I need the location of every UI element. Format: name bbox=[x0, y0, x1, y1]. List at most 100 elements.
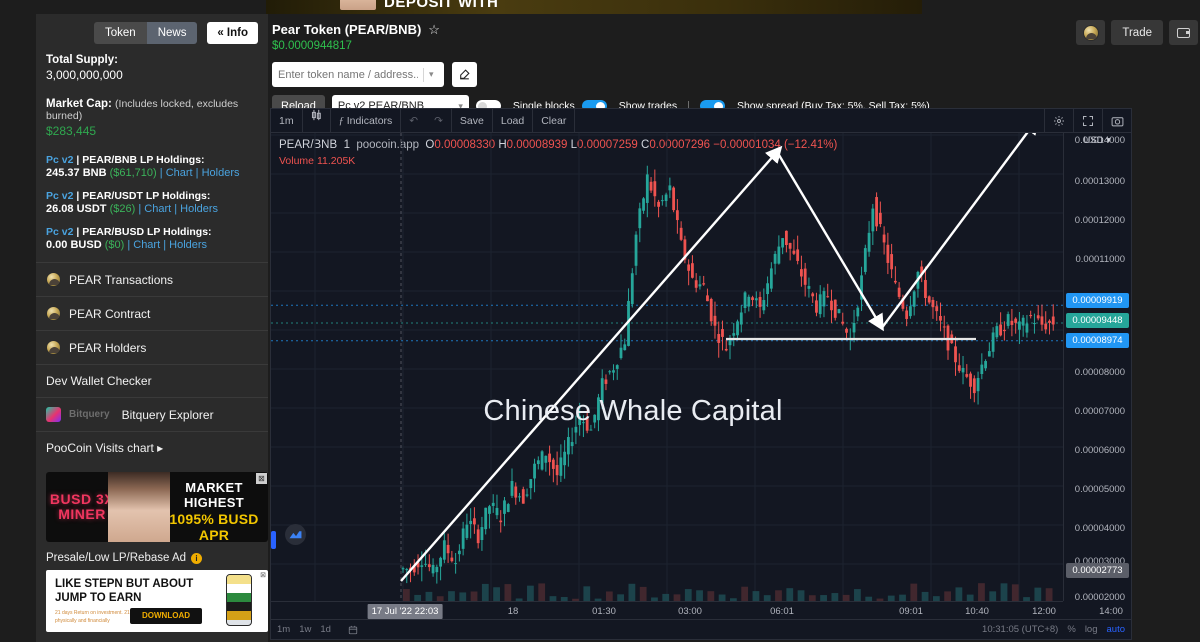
load-button[interactable]: Load bbox=[493, 108, 534, 133]
search-box[interactable]: ▾ bbox=[272, 62, 444, 87]
time-tick: 06:01 bbox=[770, 606, 794, 617]
edit-button[interactable] bbox=[452, 62, 477, 87]
ad-banner-1-wrapper: BUSD 3X MINER MARKET HIGHEST 1095% BUSD … bbox=[36, 464, 268, 542]
trade-button[interactable]: Trade bbox=[1111, 20, 1163, 45]
ohlc-close-label: C bbox=[641, 139, 650, 151]
ad1-close-icon[interactable]: ⊠ bbox=[256, 473, 267, 484]
lp-dex-link[interactable]: Pc v2 bbox=[46, 226, 74, 238]
currency-selector[interactable]: USD ▾ bbox=[1083, 135, 1111, 146]
sidebar-item-poocoin-visits-chart[interactable]: PooCoin Visits chart ▸ bbox=[36, 431, 268, 464]
divider: | bbox=[687, 100, 690, 112]
lp-holders-link[interactable]: Holders bbox=[201, 167, 240, 179]
price-tick: 0.00007000 bbox=[1074, 406, 1125, 417]
chart-toolbar: 1m ƒ Indicators ↶ ↷ Save Load Clear bbox=[271, 108, 1131, 133]
volume-legend: Volume 11.205K bbox=[279, 155, 355, 167]
price-tick: 0.00005000 bbox=[1074, 484, 1125, 495]
sidebar-item-pear-holders[interactable]: PEAR Holders bbox=[36, 330, 268, 364]
ad2-download-button[interactable]: DOWNLOAD bbox=[130, 608, 202, 624]
chevron-down-icon[interactable]: ▾ bbox=[429, 69, 434, 79]
bid-price-badge: 0.00008974 bbox=[1066, 333, 1129, 348]
tradingview-logo-icon[interactable] bbox=[285, 524, 306, 545]
coin-icon bbox=[46, 340, 61, 355]
sidebar-item-label: PooCoin Visits chart ▸ bbox=[46, 441, 164, 455]
search-input[interactable] bbox=[278, 68, 418, 81]
lp-usd: ($61,710) bbox=[109, 167, 157, 179]
banner-text: DEPOSIT WITH bbox=[384, 0, 499, 11]
ad2-phone-image bbox=[226, 574, 252, 626]
percent-scale-button[interactable]: % bbox=[1067, 624, 1076, 635]
lp-usd: ($26) bbox=[109, 203, 136, 215]
favorite-star-icon[interactable]: ☆ bbox=[428, 22, 440, 37]
sidebar-item-pear-contract[interactable]: PEAR Contract bbox=[36, 296, 268, 330]
time-tick: 12:00 bbox=[1032, 606, 1056, 617]
fullscreen-icon[interactable] bbox=[1073, 108, 1102, 133]
ohlc-open-label: O bbox=[425, 139, 435, 151]
total-supply-label: Total Supply: bbox=[46, 54, 118, 66]
lp-title: | PEAR/USDT LP Holdings: bbox=[76, 190, 211, 202]
lp-dex-link[interactable]: Pc v2 bbox=[46, 190, 74, 202]
sidebar-item-dev-wallet-checker[interactable]: Dev Wallet Checker bbox=[36, 364, 268, 397]
price-axis[interactable]: USD ▾ 0.00014000 0.00013000 0.00012000 0… bbox=[1063, 133, 1131, 603]
pair-header: Pear Token (PEAR/BNB) ☆ bbox=[268, 14, 1200, 38]
statusbar-interval-1m[interactable]: 1m bbox=[277, 624, 291, 635]
time-tick: 10:40 bbox=[965, 606, 989, 617]
info-collapse-button[interactable]: « Info bbox=[207, 22, 258, 44]
interval-button[interactable]: 1m bbox=[271, 108, 303, 133]
sidebar-item-label: Bitquery Explorer bbox=[121, 407, 214, 422]
chart-plot-area[interactable]: Chinese Whale Capital bbox=[271, 133, 1063, 601]
top-ad-banner[interactable]: DEPOSIT WITH bbox=[266, 0, 922, 14]
info-icon[interactable]: i bbox=[191, 552, 203, 564]
tradingview-chart: 1m ƒ Indicators ↶ ↷ Save Load Clear bbox=[270, 108, 1132, 640]
gear-icon[interactable] bbox=[1044, 108, 1073, 133]
price-tick: 0.00006000 bbox=[1074, 445, 1125, 456]
ad-banner-2[interactable]: LIKE STEPN BUT ABOUT JUMP TO EARN 21 day… bbox=[46, 570, 268, 632]
time-axis[interactable]: 17 Jul '22 22:03 18 01:30 03:00 06:01 09… bbox=[271, 601, 1123, 619]
wallet-button[interactable] bbox=[1169, 20, 1198, 45]
lp-holders-link[interactable]: Holders bbox=[169, 239, 208, 251]
sidebar-item-pear-transactions[interactable]: PEAR Transactions bbox=[36, 262, 268, 296]
ad2-close-icon[interactable]: ⊠ bbox=[260, 572, 266, 579]
indicators-button[interactable]: ƒ Indicators bbox=[331, 108, 402, 133]
main-panel: Pear Token (PEAR/BNB) ☆ $0.0000944817 ▾ … bbox=[268, 14, 1200, 642]
undo-icon[interactable]: ↶ bbox=[409, 114, 419, 127]
lp-holdings-list: Pc v2 | PEAR/BNB LP Holdings: 245.37 BNB… bbox=[36, 150, 268, 251]
volume-value: 11.205K bbox=[316, 155, 356, 167]
calendar-icon[interactable] bbox=[348, 625, 358, 635]
ad-banner-1[interactable]: BUSD 3X MINER MARKET HIGHEST 1095% BUSD … bbox=[46, 472, 268, 542]
save-button[interactable]: Save bbox=[452, 108, 493, 133]
price-tick: 0.00002000 bbox=[1074, 592, 1125, 603]
time-tick: 09:01 bbox=[899, 606, 923, 617]
lp-holders-link[interactable]: Holders bbox=[180, 203, 219, 215]
auto-scale-button[interactable]: auto bbox=[1106, 624, 1126, 635]
lp-chart-link[interactable]: Chart bbox=[144, 203, 172, 215]
left-scale-handle[interactable] bbox=[271, 531, 276, 549]
sidebar-item-bitquery-explorer[interactable]: Bitquery Bitquery Explorer bbox=[36, 397, 268, 431]
sidebar: Token News « Info Total Supply: 3,000,00… bbox=[36, 14, 268, 642]
market-cap-value: $283,445 bbox=[46, 124, 97, 138]
ad1-left-text: BUSD 3X MINER bbox=[49, 490, 115, 522]
lp-amount: 0.00 BUSD bbox=[46, 239, 102, 251]
lp-amount: 26.08 USDT bbox=[46, 203, 107, 215]
lp-chart-link[interactable]: Chart bbox=[133, 239, 161, 251]
statusbar-interval-1w[interactable]: 1w bbox=[299, 624, 312, 635]
sidebar-item-label: Dev Wallet Checker bbox=[46, 374, 152, 388]
lp-chart-link[interactable]: Chart bbox=[165, 167, 193, 179]
ad2-subtext: 21 days Return on investment. 21 days to… bbox=[55, 610, 184, 624]
candle-style-icon[interactable] bbox=[303, 108, 331, 133]
clock-time: 10:31:05 (UTC+8) bbox=[982, 624, 1059, 635]
whale-capital-text: Chinese Whale Capital bbox=[483, 395, 783, 427]
redo-icon[interactable]: ↷ bbox=[426, 108, 452, 133]
indicators-label: Indicators bbox=[346, 114, 393, 127]
ohlc-change: −0.00001034 bbox=[713, 139, 781, 151]
poocoin-logo-button[interactable] bbox=[1076, 20, 1106, 45]
camera-icon[interactable] bbox=[1102, 108, 1131, 133]
lp-dex-link[interactable]: Pc v2 bbox=[46, 154, 74, 166]
coin-icon bbox=[46, 272, 61, 287]
tab-token[interactable]: Token bbox=[94, 22, 147, 44]
tab-news[interactable]: News bbox=[146, 22, 198, 44]
time-tick: 18 bbox=[507, 606, 519, 617]
token-news-toggle[interactable]: Token News bbox=[94, 22, 198, 44]
log-scale-button[interactable]: log bbox=[1084, 624, 1098, 635]
statusbar-interval-1d[interactable]: 1d bbox=[320, 624, 331, 635]
clear-button[interactable]: Clear bbox=[533, 108, 576, 133]
